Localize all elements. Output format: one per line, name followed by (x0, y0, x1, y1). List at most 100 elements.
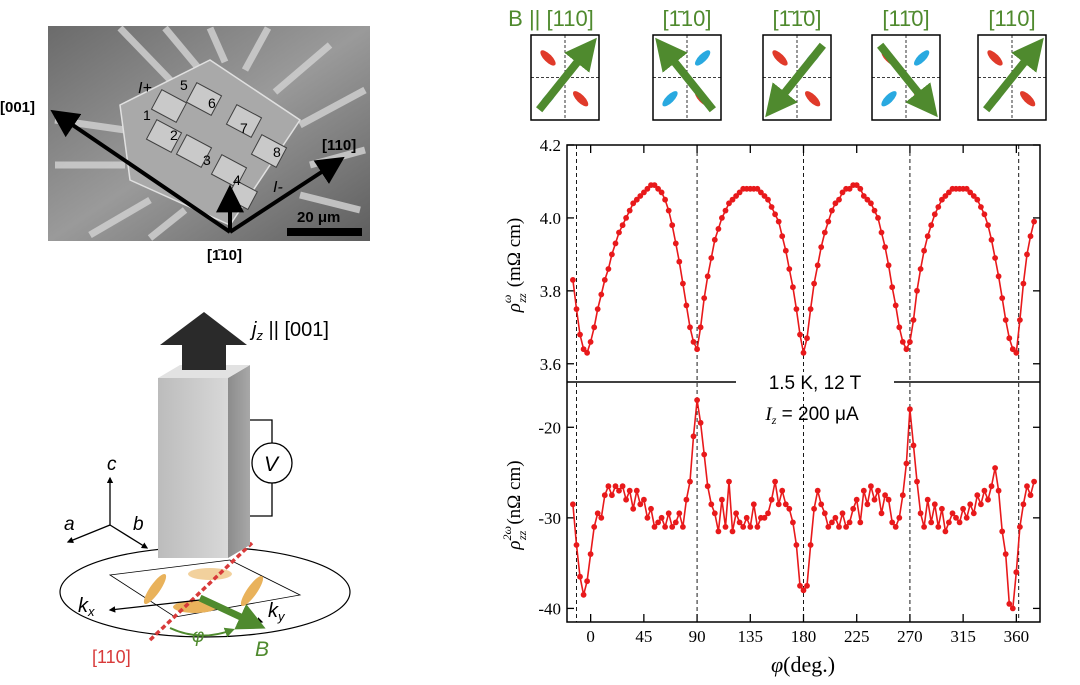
data-point (711, 510, 718, 517)
data-point (672, 519, 679, 526)
field-schematic: [1̄10] (652, 6, 722, 121)
data-point (790, 284, 796, 291)
data-point (754, 185, 761, 192)
data-point (1006, 601, 1013, 607)
field-direction-arrow (765, 42, 826, 118)
svg-text:kx: kx (78, 595, 95, 619)
data-point (878, 229, 885, 236)
current-arrow (160, 312, 247, 370)
data-point (683, 496, 690, 503)
contact-label-5: 5 (180, 77, 188, 93)
data-point (694, 346, 700, 353)
x-tick-label: 360 (1004, 627, 1030, 646)
data-point (594, 306, 601, 312)
data-point (967, 501, 974, 508)
contact-label-7: 7 (240, 120, 248, 136)
data-point (807, 542, 814, 548)
data-point (609, 492, 615, 499)
data-point (1013, 349, 1020, 356)
data-point (601, 492, 608, 499)
axis-m110-label: [1̄10] (207, 247, 242, 264)
data-point (665, 207, 672, 214)
y-tick-label: -20 (538, 418, 561, 437)
data-point (584, 349, 590, 356)
data-point (818, 244, 825, 251)
field-direction-arrow (877, 42, 938, 118)
data-point (733, 510, 739, 517)
data-point (985, 222, 991, 229)
data-point (630, 200, 637, 207)
data-point (949, 510, 956, 517)
data-point (680, 280, 686, 287)
data-point (658, 189, 665, 196)
axis-110-arrow (228, 156, 345, 234)
data-point (967, 189, 974, 196)
data-point (885, 496, 892, 503)
data-point (931, 211, 938, 218)
data-point (992, 255, 998, 261)
data-point (868, 483, 874, 490)
voltmeter-circle (251, 442, 293, 484)
data-point (832, 200, 839, 207)
data-point (978, 501, 984, 508)
data-point (704, 273, 711, 280)
data-point (676, 258, 683, 265)
data-point (655, 185, 661, 192)
data-point (825, 524, 832, 530)
data-point (782, 247, 789, 254)
data-point (644, 514, 651, 521)
data-point (892, 524, 899, 530)
data-point (683, 302, 690, 309)
data-point (836, 196, 842, 203)
data-point (974, 492, 981, 499)
ylabel-top-unit: (mΩ cm) (504, 218, 525, 288)
data-point (765, 510, 771, 517)
data-point (903, 346, 910, 353)
data-point (846, 519, 853, 526)
data-point (619, 222, 626, 229)
data-point (1002, 317, 1009, 323)
field-direction-arrow (655, 37, 716, 113)
svg-text:φ(deg.): φ(deg.) (771, 652, 835, 677)
data-point (701, 295, 708, 301)
data-point (711, 236, 718, 243)
data-point (594, 510, 601, 517)
current-label: j (249, 319, 257, 341)
data-point (995, 273, 1002, 280)
data-point (690, 433, 697, 440)
x-tick-label: 90 (689, 627, 706, 646)
data-point (623, 496, 629, 503)
data-point (939, 505, 945, 512)
y-tick-label: 3.8 (540, 282, 561, 301)
data-point (779, 233, 786, 240)
data-point (619, 483, 626, 490)
data-point (591, 524, 598, 530)
contact-label-3: 3 (203, 152, 211, 168)
data-point (570, 501, 576, 508)
data-point (999, 528, 1006, 535)
ylabel-bottom-sub: zz (515, 530, 529, 541)
fermi-pocket (1020, 91, 1036, 107)
data-point (626, 207, 633, 214)
data-point (896, 324, 903, 331)
data-point (772, 211, 778, 218)
contact-label-6: 6 (208, 95, 216, 111)
data-point (573, 542, 580, 548)
data-point (907, 339, 913, 345)
contact-label-1: 1 (143, 107, 151, 123)
data-point (839, 510, 846, 517)
data-point (882, 492, 888, 499)
data-point (641, 496, 647, 503)
data-point (853, 182, 860, 189)
resistivity-chart: 3.6 3.8 4.0 4.2 -40 -30 -20 0 45 90 135 180 225 270 31… (500, 136, 1041, 677)
data-point (722, 524, 729, 530)
data-point (807, 306, 814, 312)
data-point (839, 189, 846, 196)
data-point (648, 505, 654, 512)
data-point (793, 306, 800, 312)
data-point (942, 528, 949, 535)
field-direction-label: [1̄1̄0] (773, 6, 822, 31)
data-point (694, 397, 700, 403)
ylabel-bottom-unit: (nΩ cm) (504, 460, 525, 524)
data-point (804, 582, 810, 589)
